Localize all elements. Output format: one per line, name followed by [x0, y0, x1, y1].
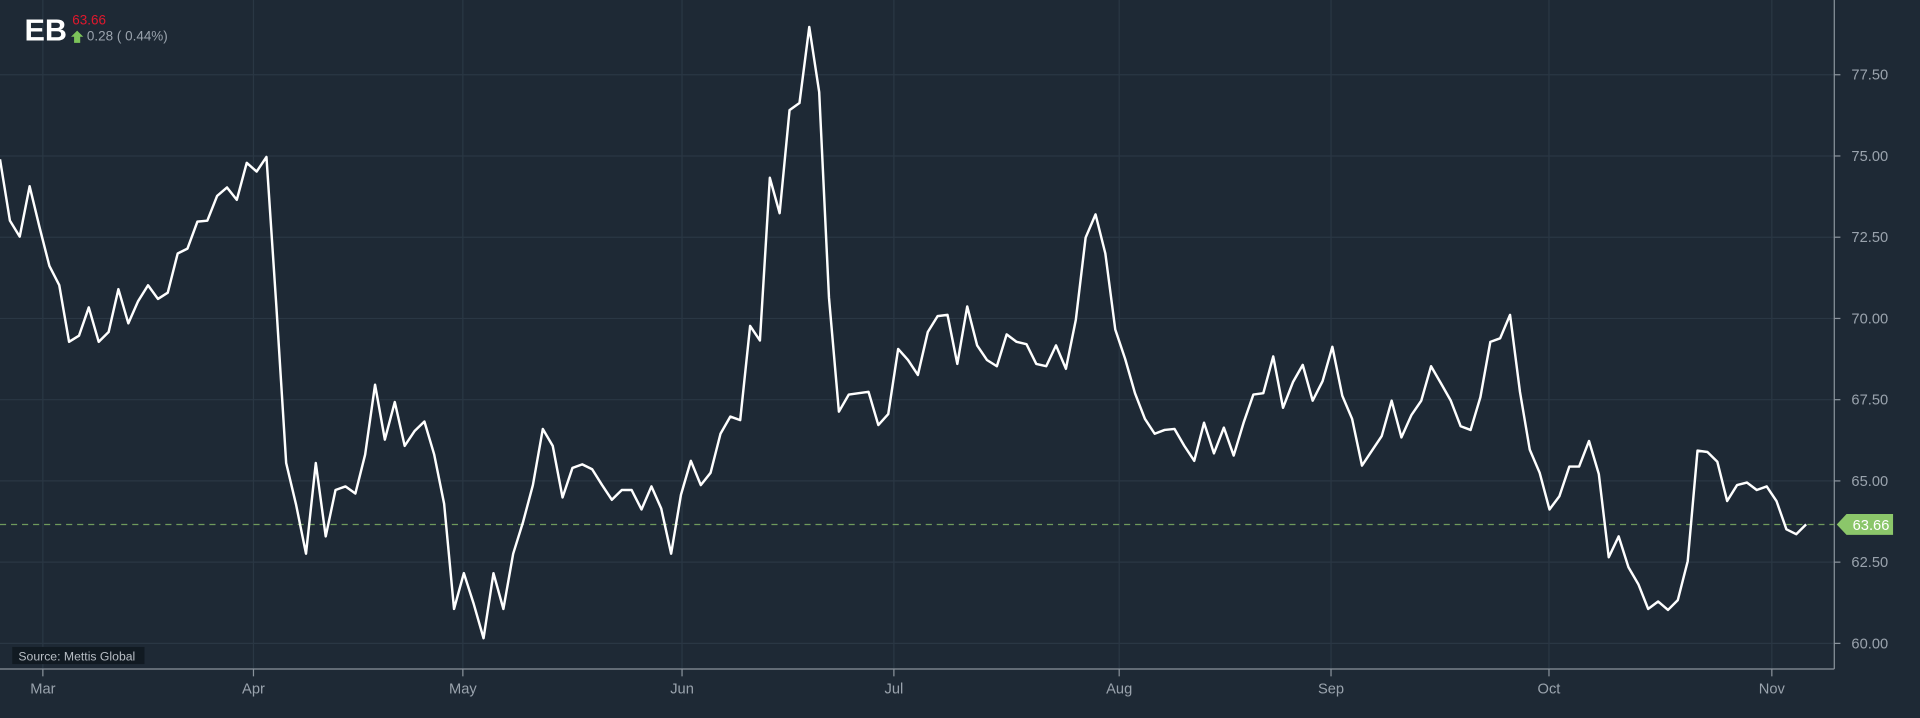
y-tick-label: 75.00: [1851, 149, 1888, 165]
x-axis-ticks: Mar Apr May Jun Jul Aug Sep Oct Nov: [30, 668, 1786, 697]
y-tick-label: 70.00: [1851, 311, 1888, 327]
y-tick-label: 67.50: [1851, 393, 1888, 409]
x-tick-label: Mar: [30, 681, 55, 697]
x-tick-label: May: [449, 681, 477, 697]
x-tick-label: Jun: [670, 681, 694, 697]
symbol-title: EB: [24, 13, 67, 47]
y-tick-label: 77.50: [1851, 68, 1888, 84]
x-tick-label: Nov: [1759, 681, 1786, 697]
source-label: Source: Mettis Global: [18, 649, 135, 663]
last-price-tag-shape: [1836, 514, 1894, 535]
price-change: 0.28 ( 0.44%): [87, 28, 168, 43]
y-tick-label: 62.50: [1851, 555, 1888, 571]
last-price: 63.66: [72, 13, 106, 28]
x-tick-label: Aug: [1106, 681, 1132, 697]
x-tick-label: Oct: [1538, 681, 1561, 697]
x-tick-label: Jul: [884, 681, 903, 697]
y-tick-label: 72.50: [1851, 230, 1888, 246]
y-tick-label: 60.00: [1851, 636, 1888, 652]
x-tick-label: Sep: [1318, 681, 1344, 697]
source-box: [12, 646, 145, 665]
last-price-tag-label: 63.66: [1853, 518, 1890, 534]
x-tick-label: Apr: [242, 681, 265, 697]
arrow-up-icon: [71, 30, 84, 43]
price-series-line[interactable]: [0, 25, 1807, 640]
y-tick-label: 65.00: [1851, 474, 1888, 490]
y-axis-ticks: 60.00 62.50 65.00 67.50 70.00 72.50 75.00 77.50: [1834, 68, 1888, 652]
last-price-tag: 63.66: [1836, 514, 1894, 535]
grid: [0, 0, 1835, 669]
